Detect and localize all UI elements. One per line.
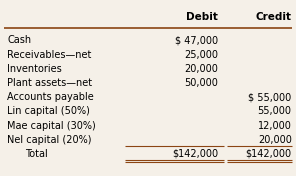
- Text: Plant assets—net: Plant assets—net: [7, 78, 92, 88]
- Text: Receivables—net: Receivables—net: [7, 50, 92, 59]
- Text: 25,000: 25,000: [184, 50, 218, 59]
- Text: 12,000: 12,000: [258, 121, 292, 131]
- Text: $ 47,000: $ 47,000: [175, 35, 218, 45]
- Text: 20,000: 20,000: [258, 135, 292, 145]
- Text: $142,000: $142,000: [246, 149, 292, 159]
- Text: 20,000: 20,000: [184, 64, 218, 74]
- Text: Total: Total: [25, 149, 48, 159]
- Text: Accounts payable: Accounts payable: [7, 92, 94, 102]
- Text: Credit: Credit: [256, 12, 292, 22]
- Text: Lin capital (50%): Lin capital (50%): [7, 106, 90, 116]
- Text: Debit: Debit: [186, 12, 218, 22]
- Text: Mae capital (30%): Mae capital (30%): [7, 121, 96, 131]
- Text: Nel capital (20%): Nel capital (20%): [7, 135, 92, 145]
- Text: $142,000: $142,000: [172, 149, 218, 159]
- Text: 50,000: 50,000: [184, 78, 218, 88]
- Text: Inventories: Inventories: [7, 64, 62, 74]
- Text: Cash: Cash: [7, 35, 31, 45]
- Text: $ 55,000: $ 55,000: [248, 92, 292, 102]
- Text: 55,000: 55,000: [258, 106, 292, 116]
